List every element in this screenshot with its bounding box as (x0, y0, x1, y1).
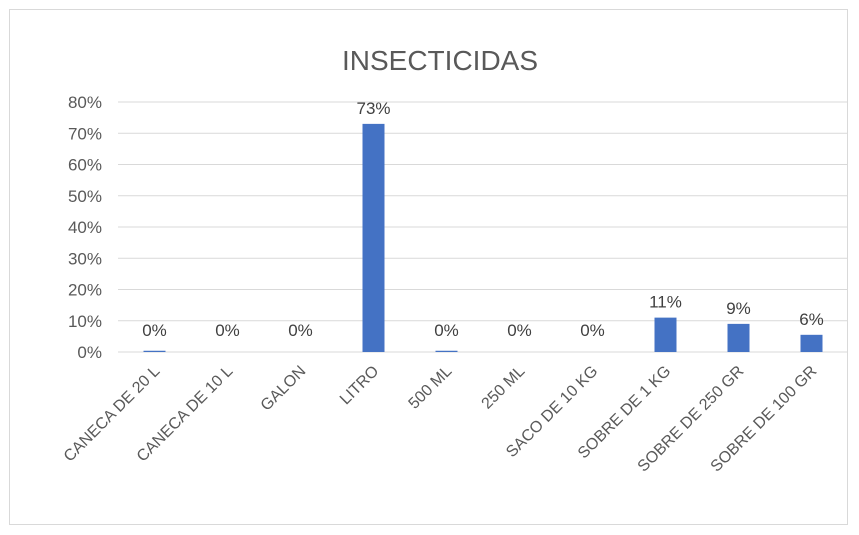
bars (143, 123, 823, 352)
category-label: GALON (258, 363, 310, 415)
category-label: 500 ML (406, 363, 456, 413)
category-label: LITRO (337, 363, 382, 408)
category-label: 250 ML (479, 363, 529, 413)
bar (143, 350, 166, 352)
data-labels: 0% 0% 0% 73% 0% 0% 0% 11% 9% 6% (142, 99, 824, 340)
y-tick-label: 80% (68, 93, 102, 112)
data-label: 0% (288, 321, 313, 340)
bar (654, 317, 677, 352)
y-tick-label: 70% (68, 124, 102, 143)
y-tick-label: 30% (68, 249, 102, 268)
y-tick-label: 0% (77, 343, 102, 362)
data-label: 0% (580, 321, 605, 340)
gridlines (118, 101, 848, 353)
bar (362, 123, 385, 352)
y-tick-label: 10% (68, 312, 102, 331)
y-tick-label: 60% (68, 156, 102, 175)
data-label: 6% (799, 310, 824, 329)
data-label: 0% (507, 321, 532, 340)
y-axis-ticks: 0% 10% 20% 30% 40% 50% 60% 70% 80% (68, 93, 102, 362)
chart-title: INSECTICIDAS (342, 45, 538, 76)
data-label: 11% (649, 293, 682, 312)
bar (435, 350, 458, 352)
bar (727, 323, 750, 352)
y-tick-label: 20% (68, 281, 102, 300)
bar (800, 334, 823, 352)
y-tick-label: 40% (68, 218, 102, 237)
data-label: 0% (215, 321, 240, 340)
data-label: 9% (726, 299, 751, 318)
chart-frame (9, 9, 848, 525)
data-label: 0% (142, 321, 167, 340)
data-label: 73% (356, 99, 390, 118)
y-tick-label: 50% (68, 187, 102, 206)
data-label: 0% (434, 321, 459, 340)
